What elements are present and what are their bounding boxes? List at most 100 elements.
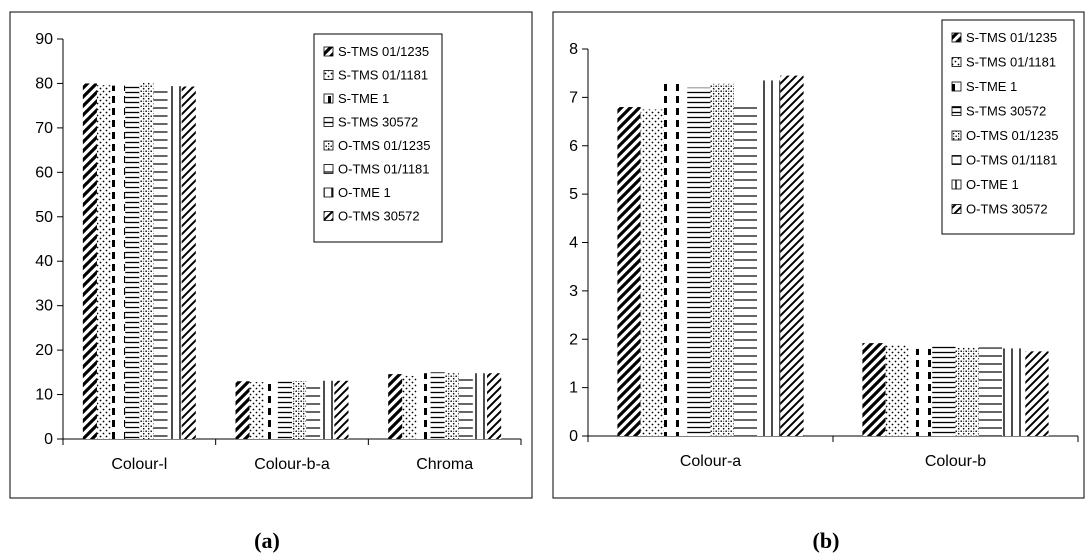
legend-swatch [951, 32, 962, 43]
bar [687, 87, 711, 436]
y-tick-label: 90 [35, 31, 53, 48]
x-tick-label: Chroma [416, 456, 473, 473]
legend-swatch [951, 106, 962, 116]
y-tick-label: 10 [35, 387, 53, 404]
y-tick-label: 80 [35, 75, 53, 92]
chart-a: 0 10 20 30 40 50 60 70 80 90 Colour-l Colour-b-a Chr… [35, 31, 522, 473]
bar [125, 84, 140, 439]
bar [472, 373, 488, 439]
bar [757, 80, 781, 436]
bar [487, 373, 502, 439]
bar [640, 109, 664, 436]
bar [444, 373, 459, 439]
panel-b-frame [552, 11, 1085, 499]
bar [292, 381, 307, 439]
legend-label: S-TME 1 [338, 91, 389, 106]
bar [978, 347, 1003, 436]
legend-label: S-TMS 01/1181 [966, 55, 1056, 70]
bar [430, 372, 445, 439]
bar [263, 380, 278, 439]
legend-label: S-TMS 01/1235 [966, 30, 1057, 45]
bar [908, 348, 933, 436]
bar [885, 345, 909, 436]
bar [416, 373, 431, 439]
bar [862, 343, 886, 436]
y-tick-label: 20 [35, 342, 53, 359]
y-tick-label: 40 [35, 253, 53, 270]
y-tick-label: 60 [35, 164, 53, 181]
bar [1025, 351, 1049, 436]
y-tick-label: 30 [35, 298, 53, 315]
bar [780, 75, 804, 436]
x-tick-label: Colour-l [111, 456, 167, 473]
legend-swatch [323, 164, 334, 174]
y-tick-label: 70 [35, 120, 53, 137]
bar [388, 374, 403, 439]
legend-swatch [323, 140, 334, 151]
y-tick-label: 1 [569, 380, 578, 397]
bar [617, 107, 641, 437]
legend-box [941, 19, 1075, 235]
legend-swatch [951, 130, 962, 141]
x-tick-label: Colour-b [925, 453, 986, 470]
bar [153, 87, 168, 439]
y-tick-label: 2 [569, 331, 578, 348]
y-tick-label: 4 [569, 235, 578, 252]
legend-label: S-TMS 30572 [338, 115, 418, 130]
y-tick-label: 8 [569, 41, 578, 58]
bar [955, 346, 979, 436]
y-tick-label: 50 [35, 209, 53, 226]
legend-label: O-TMS 01/1235 [966, 128, 1059, 143]
legend-box [313, 33, 443, 243]
legend-label: O-TMS 30572 [966, 202, 1048, 217]
bar [181, 86, 196, 440]
panel-a-frame [9, 11, 533, 499]
legend-label: O-TMS 01/1181 [966, 153, 1058, 168]
bar [96, 85, 112, 439]
bar [402, 375, 417, 439]
legend-label: S-TME 1 [966, 79, 1017, 94]
legend-label: O-TME 1 [966, 177, 1019, 192]
x-tick-label: Colour-a [680, 453, 741, 470]
legend-swatch [323, 117, 334, 127]
legend-swatch [951, 57, 962, 67]
legend-label: O-TMS 01/1181 [338, 162, 430, 177]
legend-label: O-TME 1 [338, 185, 391, 200]
bar [663, 80, 688, 436]
bar [249, 382, 264, 439]
panel-b-caption: (b) [813, 528, 840, 553]
y-tick-label: 0 [569, 428, 578, 445]
bar [139, 82, 154, 440]
bar [111, 85, 126, 440]
x-tick-label: Colour-b-a [254, 456, 330, 473]
legend-swatch [323, 46, 334, 57]
chart-b: 0 1 2 3 4 5 6 7 8 Colour-a Colour-b S-TMS 01/1235 S-… [569, 19, 1079, 470]
y-tick-label: 6 [569, 138, 578, 155]
panel-a-caption: (a) [254, 528, 280, 553]
legend-swatch [323, 93, 334, 104]
bar [733, 102, 758, 437]
y-tick-label: 7 [569, 89, 578, 106]
bar [932, 346, 956, 436]
legend-label: O-TMS 01/1235 [338, 138, 431, 153]
legend-label: S-TMS 01/1235 [338, 44, 429, 59]
bar [710, 83, 734, 436]
legend-label: S-TMS 01/1181 [338, 68, 428, 83]
legend-swatch [951, 204, 962, 214]
legend-swatch [951, 179, 962, 190]
bar [167, 86, 182, 439]
legend-label: O-TMS 30572 [338, 209, 420, 224]
legend-swatch [323, 211, 334, 221]
legend-swatch [951, 155, 962, 165]
y-tick-label: 0 [44, 431, 53, 448]
legend-label: S-TMS 30572 [966, 104, 1046, 119]
bar [334, 380, 349, 439]
legend-swatch [951, 81, 962, 92]
bar [1002, 348, 1026, 436]
bar [306, 382, 321, 439]
bar [235, 381, 250, 439]
bar [277, 380, 292, 439]
legend-swatch [323, 187, 334, 198]
y-tick-label: 3 [569, 283, 578, 300]
